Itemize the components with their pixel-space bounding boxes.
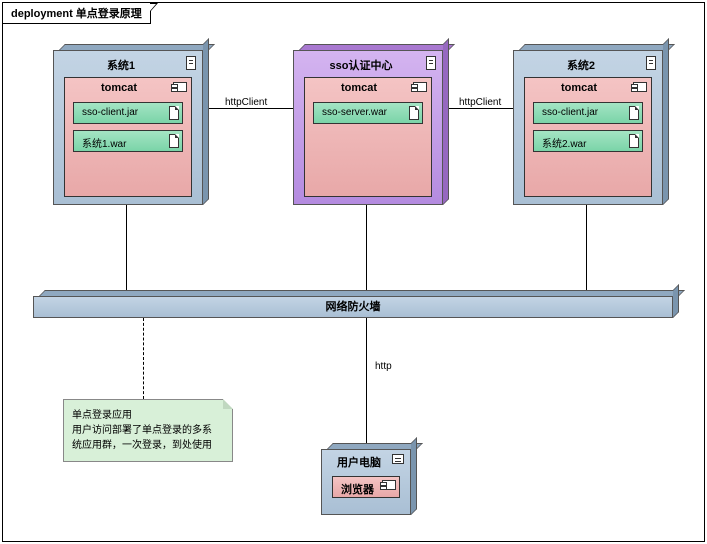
conn-sys2-fw bbox=[586, 205, 587, 296]
conn-sys1-sso bbox=[203, 108, 293, 109]
node-icon bbox=[426, 56, 436, 70]
conn-note bbox=[143, 318, 144, 399]
sso-tomcat: tomcat sso-server.war bbox=[304, 77, 432, 197]
computer-icon bbox=[392, 454, 404, 464]
artifact-system1-war: 系统1.war bbox=[73, 130, 183, 152]
label-httpclient-2: httpClient bbox=[457, 97, 503, 108]
conn-sso-sys2 bbox=[443, 108, 513, 109]
node-system1: 系统1 tomcat sso-client.jar 系统1.war bbox=[53, 50, 203, 205]
artifact-sso-server: sso-server.war bbox=[313, 102, 423, 124]
artifact-icon bbox=[629, 106, 639, 120]
artifact-icon bbox=[409, 106, 419, 120]
artifact-icon bbox=[169, 134, 179, 148]
deployment-frame: deployment 单点登录原理 httpClient httpClient … bbox=[2, 2, 705, 542]
node-firewall: 网络防火墙 bbox=[33, 296, 673, 318]
artifact-icon bbox=[169, 106, 179, 120]
system1-title: 系统1 bbox=[54, 57, 188, 73]
tomcat-label: tomcat bbox=[65, 82, 173, 94]
tomcat-label: tomcat bbox=[305, 82, 413, 94]
label-httpclient-1: httpClient bbox=[223, 97, 269, 108]
system1-tomcat: tomcat sso-client.jar 系统1.war bbox=[64, 77, 192, 197]
component-icon bbox=[382, 480, 396, 490]
conn-sso-fw bbox=[366, 205, 367, 296]
artifact-system2-war: 系统2.war bbox=[533, 130, 643, 152]
node-sso-center: sso认证中心 tomcat sso-server.war bbox=[293, 50, 443, 205]
component-icon bbox=[413, 82, 427, 92]
artifact-icon bbox=[629, 134, 639, 148]
system2-title: 系统2 bbox=[514, 57, 648, 73]
frame-title: deployment 单点登录原理 bbox=[2, 2, 151, 24]
firewall-label: 网络防火墙 bbox=[326, 301, 381, 313]
artifact-sso-client-1: sso-client.jar bbox=[73, 102, 183, 124]
artifact-sso-client-2: sso-client.jar bbox=[533, 102, 643, 124]
client-title: 用户电脑 bbox=[322, 454, 396, 470]
conn-fw-client bbox=[366, 318, 367, 449]
conn-sys1-fw bbox=[126, 205, 127, 296]
component-icon bbox=[173, 82, 187, 92]
browser-component: 浏览器 bbox=[332, 476, 400, 498]
label-http: http bbox=[373, 361, 394, 372]
note-sso-description: 单点登录应用 用户访问部署了单点登录的多系 统应用群，一次登录，到处使用 bbox=[63, 399, 233, 462]
system2-tomcat: tomcat sso-client.jar 系统2.war bbox=[524, 77, 652, 197]
component-icon bbox=[633, 82, 647, 92]
node-system2: 系统2 tomcat sso-client.jar 系统2.war bbox=[513, 50, 663, 205]
node-user-computer: 用户电脑 浏览器 bbox=[321, 449, 411, 515]
sso-title: sso认证中心 bbox=[294, 57, 428, 73]
tomcat-label: tomcat bbox=[525, 82, 633, 94]
node-icon bbox=[646, 56, 656, 70]
node-icon bbox=[186, 56, 196, 70]
